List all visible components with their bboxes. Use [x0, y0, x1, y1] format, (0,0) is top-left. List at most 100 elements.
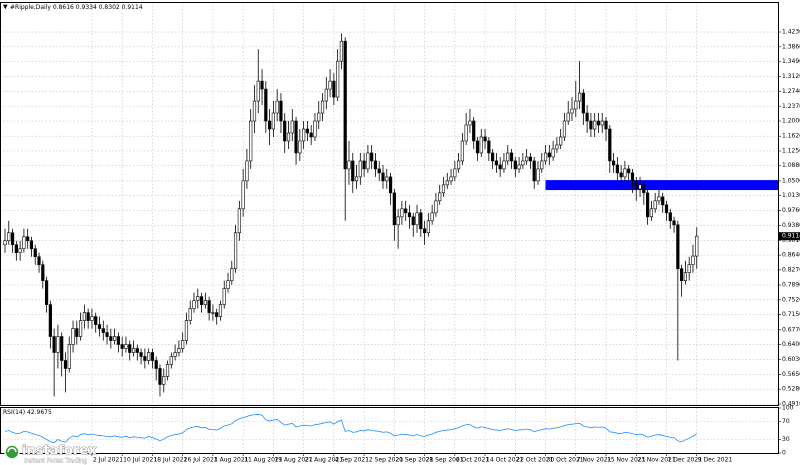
rsi-name: RSI(14) [3, 409, 25, 416]
candle-body [3, 240, 7, 246]
y-tick-label: 1.3120 [782, 73, 800, 80]
candle-body [366, 152, 370, 170]
candle-body [44, 280, 49, 305]
zone [545, 180, 778, 191]
candle-body [483, 136, 487, 142]
candle-body [135, 348, 139, 353]
candle-body [147, 352, 151, 361]
candle-body [199, 296, 204, 305]
candle-body [577, 92, 582, 102]
candle-body [426, 220, 430, 234]
candle-body [566, 112, 570, 122]
candle-body [90, 316, 94, 321]
candle-body [381, 172, 385, 182]
y-tick-label: 1.1250 [782, 147, 800, 154]
candle-body [22, 236, 26, 250]
candle-body [513, 160, 517, 170]
candle-body [611, 160, 616, 166]
candle-body [589, 120, 593, 130]
candle-body [543, 152, 548, 162]
candle-body [354, 176, 359, 182]
candle-body [411, 216, 415, 226]
candle-body [286, 132, 291, 142]
y-tick-label: 1.2740 [782, 88, 800, 95]
x-tick-label: 18 Jul 2021 [153, 457, 187, 464]
candle-body [472, 120, 476, 142]
candle-body [517, 164, 521, 170]
candle-body [82, 312, 86, 321]
x-tick-label: 30 Oct 2021 [547, 457, 584, 464]
y-tick-label: 1.4230 [782, 29, 800, 36]
candle-body [305, 128, 310, 134]
title-open: 0.8616 [53, 4, 74, 11]
candle-body [116, 336, 120, 345]
candle-body [113, 336, 117, 341]
x-tick-label: 15 Nov 2021 [607, 457, 646, 464]
candle-body [75, 328, 79, 337]
candle-body [441, 184, 446, 194]
x-tick-label: 1 Dec 2021 [668, 457, 703, 464]
candle-body [630, 172, 635, 182]
candle-body [653, 200, 657, 210]
watermark-tagline: Instant Forex Trading [24, 458, 87, 465]
candle-body [207, 300, 211, 313]
candle-body [570, 108, 574, 114]
rsi-title: RSI(14) 42.9675 [3, 409, 52, 416]
candle-body [14, 244, 18, 254]
candle-body [264, 88, 268, 122]
candle-body [456, 160, 461, 170]
candle-body [404, 208, 408, 214]
candle-body [596, 120, 601, 126]
candle-body [332, 80, 336, 98]
candle-body [313, 120, 317, 138]
candle-body [528, 156, 533, 162]
x-tick-label: 14 Oct 2021 [486, 457, 523, 464]
x-tick-label: 3 Aug 2021 [214, 457, 249, 464]
y-tick-label: 1.0880 [782, 162, 800, 169]
rsi-y-tick-label: 100 [782, 405, 794, 412]
candle-body [407, 212, 412, 218]
y-tick-label: 1.2370 [782, 103, 800, 110]
candle-body [475, 140, 480, 154]
candle-body [392, 192, 396, 226]
candle-body [619, 172, 623, 178]
candle-body [60, 336, 64, 361]
watermark-name: instaforex [22, 444, 97, 459]
candle-body [10, 232, 15, 246]
candle-body [283, 120, 287, 142]
watermark-icon-arc [7, 447, 17, 453]
candle-body [502, 160, 506, 170]
candle-body [302, 128, 306, 142]
candle-body [211, 312, 215, 314]
candle-body [222, 288, 226, 305]
candle-body [574, 100, 578, 110]
candle-body [275, 100, 279, 114]
candle-body [551, 148, 555, 158]
candle-body [309, 132, 313, 138]
candle-body [48, 304, 52, 337]
candle-body [120, 344, 124, 349]
current-price-label: 0.9114 [782, 233, 800, 240]
candle-body [63, 360, 68, 369]
candle-body [600, 120, 604, 126]
candle-body [29, 240, 34, 250]
x-tick-label: 9 Dec 2021 [698, 457, 733, 464]
candle-body [56, 336, 60, 353]
candle-body [260, 80, 264, 90]
candle-body [506, 152, 510, 162]
candle-body [525, 156, 529, 162]
candle-body [657, 196, 661, 202]
candle-body [540, 160, 544, 170]
candle-body [385, 176, 389, 182]
y-tick-label: 1.3490 [782, 58, 800, 65]
y-tick-label: 1.2000 [782, 118, 800, 125]
x-tick-label: 23 Nov 2021 [637, 457, 676, 464]
